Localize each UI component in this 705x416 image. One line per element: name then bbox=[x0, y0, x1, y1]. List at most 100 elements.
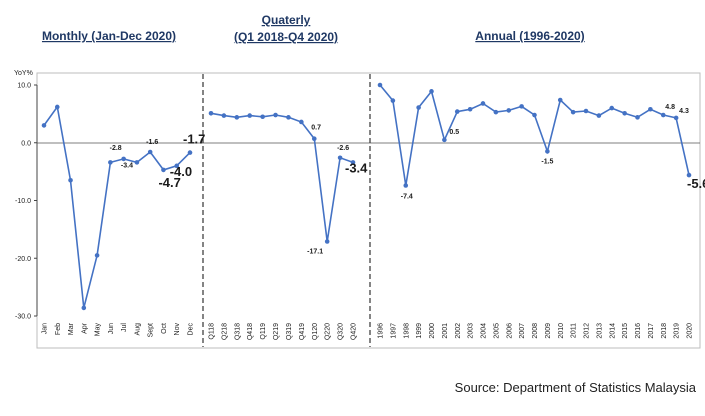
data-point bbox=[519, 104, 524, 109]
data-point bbox=[311, 136, 317, 142]
x-tick-label: 2001 bbox=[442, 323, 449, 339]
data-point bbox=[532, 112, 537, 118]
panel-2: Quaterly (Q1 2018-Q4 2020) Q118 Q218 Q318 Q41… bbox=[209, 13, 369, 340]
x-tick-label: Aug bbox=[134, 323, 141, 336]
y-tick-label: -20.0 bbox=[15, 256, 31, 263]
data-point bbox=[403, 183, 409, 188]
data-label: -2.8 bbox=[110, 145, 122, 152]
series-line bbox=[210, 112, 354, 242]
x-tick-label: Q119 bbox=[260, 323, 267, 340]
data-point bbox=[467, 106, 473, 112]
data-point bbox=[94, 253, 100, 258]
data-point bbox=[622, 110, 627, 116]
data-point bbox=[686, 172, 692, 178]
x-tick-label: 1998 bbox=[403, 323, 410, 339]
data-point bbox=[134, 160, 140, 165]
data-label: 4.8 bbox=[665, 104, 675, 111]
x-tick-label: 1999 bbox=[416, 323, 423, 339]
data-point bbox=[429, 89, 434, 94]
x-tick-label: Jun bbox=[108, 323, 115, 334]
x-tick-label: Nov bbox=[174, 323, 181, 336]
data-label: -17.1 bbox=[307, 249, 323, 256]
x-tick-label: 2005 bbox=[493, 323, 500, 339]
data-point bbox=[583, 108, 589, 114]
x-tick-label: 2000 bbox=[429, 323, 436, 339]
data-point bbox=[442, 137, 447, 143]
x-tick-label: 2016 bbox=[635, 323, 642, 339]
x-tick-label: 1996 bbox=[378, 323, 385, 339]
source-note: Source: Department of Statistics Malaysi… bbox=[455, 380, 697, 395]
x-tick-label: 2013 bbox=[596, 323, 603, 339]
series-line bbox=[43, 104, 191, 309]
panel-title: Quaterly bbox=[262, 13, 311, 27]
x-tick-label: 2018 bbox=[661, 323, 668, 339]
data-label: 0.5 bbox=[449, 129, 459, 136]
x-tick-label: Q420 bbox=[351, 323, 358, 340]
x-tick-label: 2003 bbox=[468, 323, 475, 339]
data-point bbox=[187, 150, 193, 155]
data-point bbox=[108, 160, 113, 165]
x-tick-label: Q320 bbox=[338, 323, 345, 340]
data-point bbox=[506, 108, 512, 113]
y-tick-label: 10.0 bbox=[17, 83, 31, 90]
data-point bbox=[570, 109, 576, 115]
x-tick-label: Q218 bbox=[221, 323, 228, 340]
y-tick-label: -10.0 bbox=[15, 198, 31, 205]
data-point bbox=[234, 115, 240, 120]
data-point bbox=[273, 112, 278, 118]
x-tick-label: Q318 bbox=[234, 323, 241, 340]
data-point bbox=[480, 101, 486, 106]
x-tick-label: Q118 bbox=[209, 323, 216, 340]
data-label: -1.5 bbox=[541, 158, 553, 165]
x-tick-label: Dec bbox=[188, 323, 195, 336]
data-point bbox=[81, 305, 87, 311]
data-point bbox=[324, 239, 330, 244]
data-point bbox=[174, 163, 180, 169]
data-point bbox=[337, 155, 343, 161]
data-point bbox=[68, 177, 73, 183]
data-point bbox=[147, 149, 153, 155]
series-line bbox=[379, 84, 690, 186]
x-tick-label: Jul bbox=[121, 323, 128, 332]
x-tick-label: 2012 bbox=[584, 323, 591, 339]
data-point bbox=[286, 115, 291, 120]
data-point bbox=[609, 105, 615, 111]
data-point bbox=[121, 156, 126, 162]
x-tick-label: 2002 bbox=[455, 323, 462, 339]
x-tick-label: Q220 bbox=[325, 323, 332, 340]
x-tick-label: 2004 bbox=[481, 323, 488, 339]
x-tick-label: 2017 bbox=[648, 323, 655, 339]
data-label: -4.0 bbox=[170, 164, 192, 179]
x-tick-label: Mar bbox=[68, 322, 75, 335]
data-point bbox=[221, 113, 227, 118]
y-axis-label: YoY% bbox=[14, 70, 33, 77]
data-point bbox=[299, 119, 304, 125]
x-tick-label: 2008 bbox=[532, 323, 539, 339]
x-tick-label: Sept bbox=[148, 323, 155, 337]
data-point bbox=[557, 97, 563, 103]
x-tick-label: Feb bbox=[55, 323, 62, 335]
data-label: -3.4 bbox=[345, 160, 368, 175]
x-tick-label: 2006 bbox=[506, 323, 513, 339]
data-point bbox=[454, 109, 460, 114]
data-point bbox=[41, 123, 47, 128]
x-tick-label: 1997 bbox=[390, 323, 397, 339]
x-tick-label: 2014 bbox=[609, 323, 616, 339]
x-tick-label: 2011 bbox=[571, 323, 578, 338]
x-tick-label: Q418 bbox=[247, 323, 254, 340]
data-point bbox=[208, 110, 214, 116]
x-tick-label: Q120 bbox=[312, 323, 319, 340]
panel-title: (Q1 2018-Q4 2020) bbox=[234, 30, 338, 44]
data-label: -5.6 bbox=[687, 176, 705, 191]
data-label: -3.4 bbox=[121, 162, 133, 169]
data-label: 4.3 bbox=[679, 108, 689, 115]
x-tick-label: Q419 bbox=[299, 323, 306, 340]
x-tick-label: 2020 bbox=[687, 323, 694, 339]
x-tick-label: 2019 bbox=[674, 323, 681, 339]
data-label: -2.6 bbox=[337, 145, 349, 152]
data-point bbox=[390, 98, 396, 103]
data-point bbox=[596, 113, 602, 118]
data-label: 0.7 bbox=[311, 125, 321, 132]
x-tick-label: 2009 bbox=[545, 323, 552, 339]
